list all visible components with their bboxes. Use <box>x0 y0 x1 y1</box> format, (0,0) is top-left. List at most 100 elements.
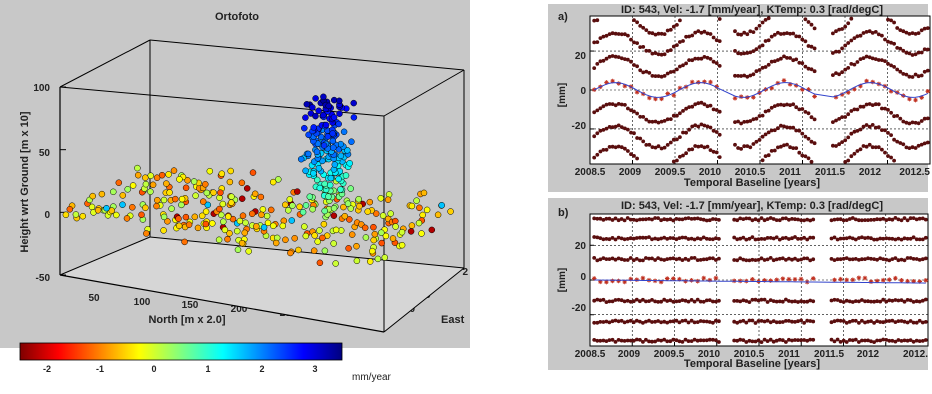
tower-point <box>297 155 305 163</box>
ground-point <box>181 238 188 246</box>
ts-point <box>797 128 802 133</box>
ts-point <box>771 217 776 221</box>
ts-point <box>893 339 898 344</box>
ts-point <box>866 338 870 343</box>
ts-point <box>809 139 814 144</box>
ts-point <box>750 257 755 262</box>
ts-star <box>839 92 845 97</box>
ts-point <box>739 74 743 78</box>
ts-point <box>686 258 691 262</box>
panel-a-xtick: 2012.5 <box>899 167 930 178</box>
ts-point <box>625 216 630 220</box>
ts-point <box>757 45 762 49</box>
ts-point <box>619 145 624 150</box>
ts-point <box>693 144 698 148</box>
tower-point <box>309 205 316 213</box>
ts-point <box>793 299 797 304</box>
ts-point <box>911 216 916 221</box>
ts-point <box>662 52 667 57</box>
ts-point <box>908 338 913 342</box>
ts-point <box>732 217 737 222</box>
ts-point <box>693 56 698 61</box>
ts-point <box>850 257 855 262</box>
ts-point <box>598 338 603 343</box>
ts-star <box>905 278 910 284</box>
ts-point <box>628 318 633 323</box>
ts-point <box>650 119 655 124</box>
ts-point <box>800 61 805 66</box>
ground-point <box>275 176 282 183</box>
ts-point <box>759 256 764 261</box>
ts-point <box>680 298 685 302</box>
ts-point <box>805 338 810 343</box>
ts-point <box>675 23 679 27</box>
ts-point <box>847 338 852 342</box>
ts-point <box>656 31 661 36</box>
panel-b-xtick: 2011.5 <box>814 349 844 360</box>
ts-point <box>695 258 700 262</box>
ground-point <box>282 201 289 209</box>
ground-point <box>366 258 374 265</box>
ts-star <box>622 83 628 89</box>
ts-point <box>910 145 915 150</box>
ground-point <box>94 207 102 214</box>
ground-point <box>310 247 318 254</box>
ts-point <box>880 128 884 133</box>
ts-point <box>604 339 609 343</box>
ts-point <box>601 104 606 109</box>
ts-point <box>800 107 805 111</box>
ground-point <box>345 245 352 252</box>
ts-point <box>849 62 854 66</box>
ts-star <box>647 95 652 101</box>
ts-point <box>913 120 918 125</box>
ts-point <box>598 128 603 133</box>
ts-point <box>883 128 887 133</box>
ts-point <box>675 43 679 47</box>
ts-point <box>656 256 660 260</box>
ts-point <box>714 258 718 262</box>
ts-point <box>717 132 722 137</box>
ts-point <box>843 115 848 119</box>
ts-point <box>890 217 895 222</box>
east-axis-label: East <box>441 314 465 326</box>
ts-point <box>626 149 630 153</box>
ts-point <box>622 339 627 343</box>
tower-point <box>299 208 307 216</box>
ts-point <box>796 338 800 342</box>
ts-point <box>641 217 645 222</box>
ts-point <box>687 127 691 132</box>
ts-point <box>756 218 761 223</box>
ts-point <box>659 299 663 304</box>
ts-point <box>763 65 768 69</box>
scatter-points <box>62 93 454 267</box>
ground-point <box>291 235 298 242</box>
ts-point <box>787 237 791 241</box>
ts-point <box>838 340 843 344</box>
ts-point <box>884 236 889 241</box>
ts-point <box>788 125 792 130</box>
ts-point <box>623 126 627 131</box>
tower-point <box>309 104 316 111</box>
ts-point <box>683 337 688 342</box>
ts-point <box>802 235 806 240</box>
ts-point <box>806 44 811 48</box>
ts-point <box>592 66 597 70</box>
ts-point <box>659 146 664 151</box>
ts-point <box>741 318 746 323</box>
ts-point <box>662 319 667 324</box>
ts-point <box>690 33 695 38</box>
ts-point <box>653 258 657 262</box>
ts-point <box>659 74 664 79</box>
ts-point <box>683 256 688 261</box>
ts-point <box>864 123 869 127</box>
ts-point <box>592 320 597 325</box>
ts-point <box>619 32 624 37</box>
ts-point <box>705 104 710 109</box>
ts-point <box>771 319 776 323</box>
ts-point <box>756 319 761 323</box>
ts-point <box>806 66 811 71</box>
ground-point <box>413 197 420 204</box>
ts-point <box>644 299 648 304</box>
ts-point <box>650 51 655 56</box>
ts-point <box>601 58 606 63</box>
